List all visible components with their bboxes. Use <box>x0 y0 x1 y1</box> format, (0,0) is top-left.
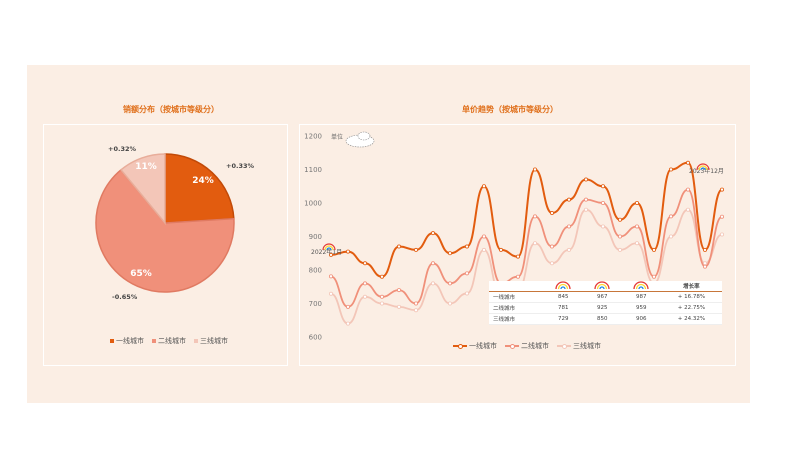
table-row: 三线城市 729 850 906 + 24.32% <box>489 313 722 325</box>
legend-label: 二线城市 <box>158 337 186 345</box>
table-cell: 959 <box>621 302 661 314</box>
legend-label: 三线城市 <box>200 337 228 345</box>
table-cell: 906 <box>621 313 661 325</box>
pie-chart-card <box>43 124 288 366</box>
rainbow-icon <box>555 281 571 289</box>
legend-label: 三线城市 <box>573 342 601 350</box>
table-cell: 一线城市 <box>489 291 544 303</box>
table-cell: 987 <box>621 291 661 303</box>
legend-item-tier2: 二线城市 <box>152 336 186 346</box>
line-chart-title: 单价趋势（按城市等级分） <box>462 105 558 114</box>
table-cell: 967 <box>582 291 622 303</box>
line-chart-card <box>299 124 736 366</box>
table-cell: + 16.78% <box>660 291 722 303</box>
legend-label: 一线城市 <box>116 337 144 345</box>
growth-table: 增长率 一线城市 845 967 987 + 16.78% 二线城市 781 9… <box>489 281 722 325</box>
legend-item-tier1: 一线城市 <box>453 341 497 351</box>
table-header-cell <box>489 281 544 292</box>
table-header-cell <box>621 281 661 292</box>
table-cell: 845 <box>543 291 583 303</box>
legend-item-tier3: 三线城市 <box>557 341 601 351</box>
legend-item-tier2: 二线城市 <box>505 341 549 351</box>
table-cell: 850 <box>582 313 622 325</box>
table-cell: 三线城市 <box>489 313 544 325</box>
table-cell: 925 <box>582 302 622 314</box>
table-row: 二线城市 781 925 959 + 22.75% <box>489 302 722 314</box>
legend-item-tier3: 三线城市 <box>194 336 228 346</box>
legend-label: 一线城市 <box>469 342 497 350</box>
table-cell: + 24.32% <box>660 313 722 325</box>
rainbow-icon <box>633 281 649 289</box>
rainbow-icon <box>594 281 610 289</box>
table-header-cell <box>543 281 583 292</box>
pie-legend: 一线城市 二线城市 三线城市 <box>110 336 228 346</box>
table-header-cell: 增长率 <box>660 281 722 292</box>
table-cell: 二线城市 <box>489 302 544 314</box>
pie-chart-title: 销额分布（按城市等级分） <box>123 105 219 114</box>
table-row: 一线城市 845 967 987 + 16.78% <box>489 291 722 303</box>
table-header-row: 增长率 <box>489 281 722 292</box>
legend-item-tier1: 一线城市 <box>110 336 144 346</box>
table-header-cell <box>582 281 622 292</box>
table-cell: + 22.75% <box>660 302 722 314</box>
table-cell: 781 <box>543 302 583 314</box>
table-cell: 729 <box>543 313 583 325</box>
legend-label: 二线城市 <box>521 342 549 350</box>
line-legend: 一线城市 二线城市 三线城市 <box>453 341 601 351</box>
